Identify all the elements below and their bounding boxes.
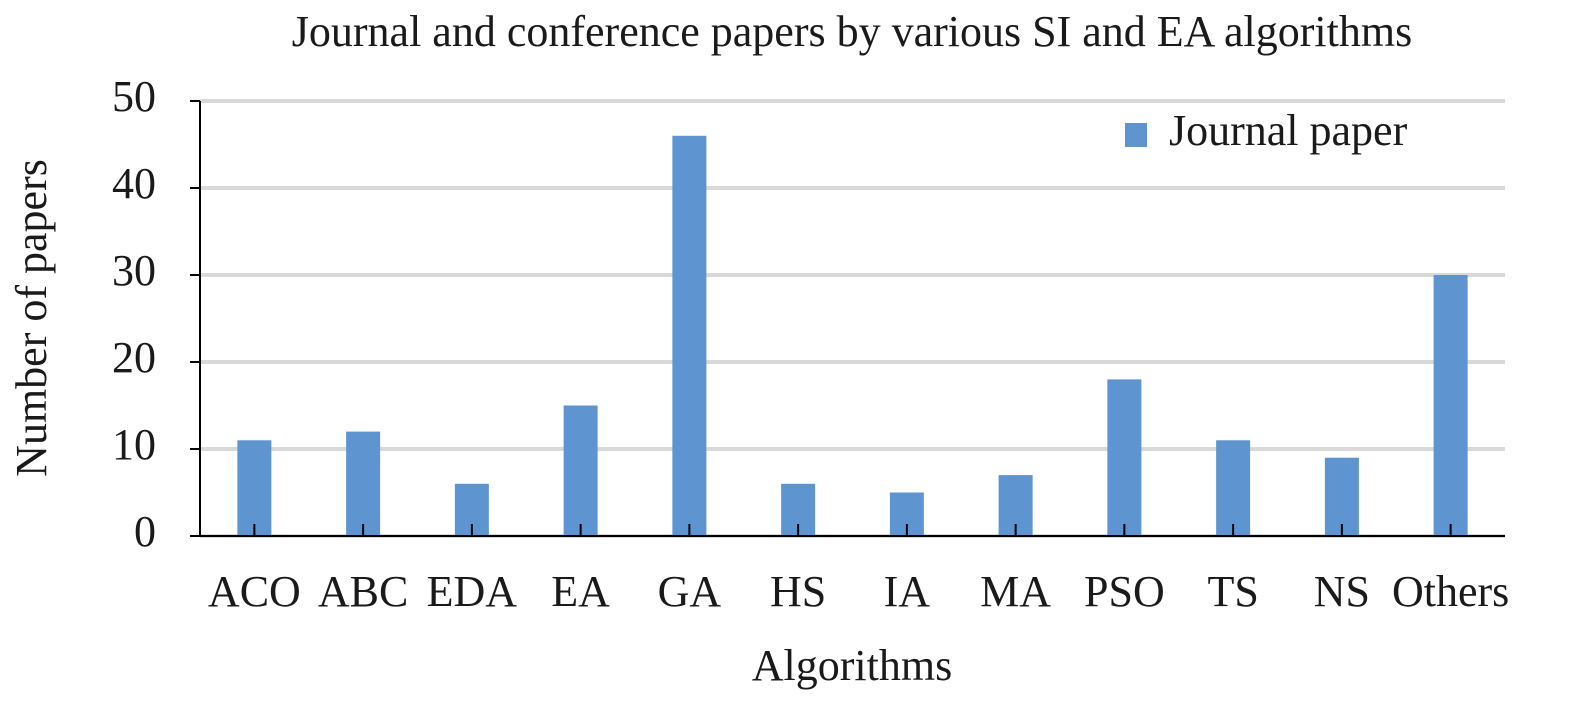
legend-label: Journal paper (1169, 106, 1408, 155)
x-axis-label: Algorithms (752, 641, 952, 690)
y-tick-label: 10 (112, 420, 156, 469)
legend-swatch (1125, 123, 1147, 147)
bar (346, 431, 381, 536)
y-tick-label: 40 (112, 159, 156, 208)
x-tick-label: Others (1392, 567, 1509, 616)
x-tick-label: EDA (427, 567, 518, 616)
bar (563, 405, 598, 536)
y-tick-label: 20 (112, 333, 156, 382)
bar (1216, 440, 1251, 536)
bar (1324, 457, 1359, 536)
x-tick-label: PSO (1084, 567, 1165, 616)
x-tick-label: NS (1314, 567, 1370, 616)
x-tick-label: ABC (318, 567, 408, 616)
x-tick-label: EA (551, 567, 610, 616)
bar (672, 135, 707, 537)
x-tick-label: ACO (208, 567, 301, 616)
x-tick-label: IA (884, 567, 931, 616)
x-tick-label: GA (658, 567, 722, 616)
y-axis-label: Number of papers (7, 159, 56, 477)
bar (237, 440, 272, 536)
bar (1433, 275, 1468, 536)
y-tick-label: 50 (112, 72, 156, 121)
bar (1107, 379, 1142, 536)
y-tick-label: 30 (112, 246, 156, 295)
chart-title: Journal and conference papers by various… (292, 7, 1412, 56)
x-tick-label: MA (980, 567, 1051, 616)
x-tick-label: TS (1207, 567, 1258, 616)
x-tick-label: HS (770, 567, 826, 616)
y-tick-label: 0 (134, 507, 156, 556)
